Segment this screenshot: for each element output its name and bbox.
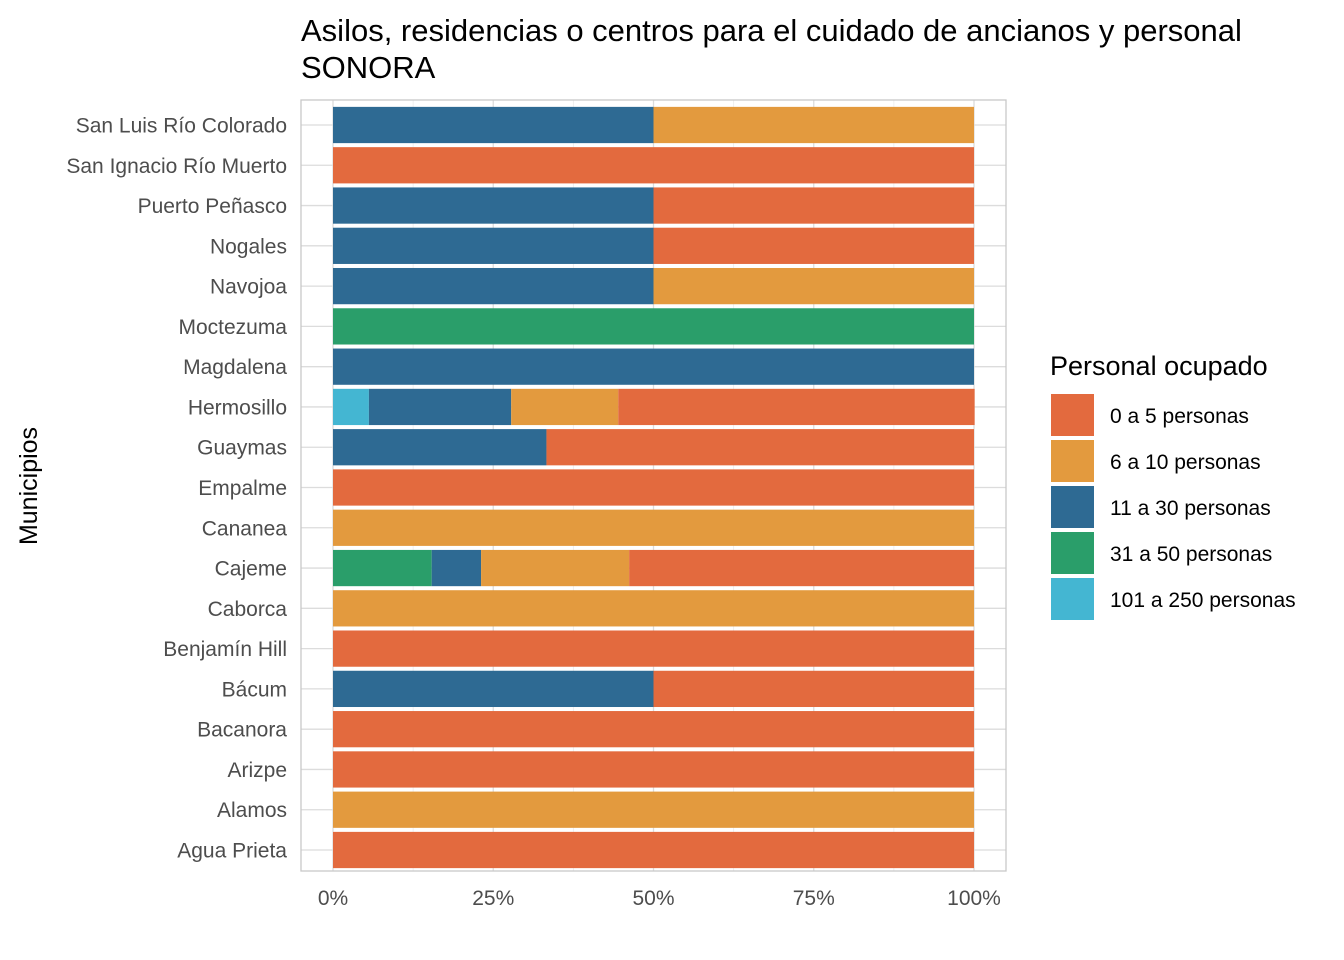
y-tick-label: Alamos	[217, 799, 287, 822]
legend-label: 31 a 50 personas	[1110, 543, 1272, 566]
y-tick-label: Bacanora	[197, 719, 287, 742]
legend-label: 11 a 30 personas	[1110, 497, 1271, 520]
y-tick-label: Guaymas	[197, 437, 287, 460]
y-tick-label: Cajeme	[215, 558, 287, 581]
bar-segment	[333, 469, 974, 506]
y-tick-label: Cananea	[202, 517, 288, 540]
bar-segment	[333, 670, 654, 708]
bar-segment	[333, 106, 654, 144]
legend-swatch	[1051, 486, 1094, 528]
x-tick-label: 25%	[472, 887, 514, 910]
legend-title: Personal ocupado	[1050, 351, 1268, 381]
y-tick-label: Magdalena	[183, 356, 287, 379]
bar-segment	[333, 711, 974, 748]
bar-segment	[653, 267, 974, 305]
bar-segment	[333, 549, 432, 587]
bar-segment	[481, 549, 630, 587]
legend-swatch	[1051, 532, 1094, 574]
y-tick-label: Navojoa	[210, 276, 287, 299]
plot-panel-border	[300, 99, 1007, 872]
bar-segment	[333, 227, 654, 264]
bar-segment	[333, 147, 974, 184]
bar-segment	[333, 590, 974, 627]
bar-segment	[653, 670, 974, 708]
y-tick-label: Agua Prieta	[177, 840, 287, 863]
y-tick-label: Benjamín Hill	[163, 638, 287, 661]
bar-segment	[618, 388, 975, 426]
bar-segment	[333, 791, 974, 828]
x-tick-label: 100%	[947, 887, 1001, 910]
legend-label: 101 a 250 personas	[1110, 589, 1296, 612]
y-axis-title: Municipios	[15, 427, 43, 545]
bars-group	[333, 106, 975, 869]
y-tick-label: Empalme	[198, 477, 287, 500]
y-tick-label: San Ignacio Río Muerto	[66, 155, 287, 178]
bar-segment	[653, 227, 974, 264]
x-tick-labels: 0% 25% 50% 75% 100%	[318, 887, 1001, 910]
bar-segment	[368, 388, 512, 426]
y-tick-label: Caborca	[208, 598, 288, 621]
bar-segment	[653, 106, 974, 144]
legend-label: 0 a 5 personas	[1110, 405, 1249, 428]
y-tick-label: Bácum	[222, 678, 287, 701]
x-tick-label: 75%	[793, 887, 835, 910]
y-tick-label: Hermosillo	[188, 396, 287, 419]
y-tick-label: Arizpe	[227, 759, 287, 782]
chart-title: Asilos, residencias o centros para el cu…	[301, 13, 1242, 48]
bar-segment	[333, 187, 654, 224]
bar-segment	[333, 429, 547, 466]
y-tick-labels: San Luis Río Colorado San Ignacio Río Mue…	[66, 115, 287, 863]
y-tick-label: Puerto Peñasco	[138, 195, 287, 218]
y-tick-label: San Luis Río Colorado	[76, 115, 287, 138]
bar-segment	[333, 831, 974, 869]
y-tick-label: Nogales	[210, 235, 287, 258]
bar-segment	[333, 267, 654, 305]
x-tick-label: 0%	[318, 887, 348, 910]
bar-segment	[511, 388, 619, 426]
legend-swatch	[1051, 578, 1094, 620]
bar-segment	[546, 429, 974, 466]
bar-segment	[629, 549, 974, 587]
legend-swatch	[1051, 394, 1094, 436]
bar-segment	[431, 549, 482, 587]
bar-segment	[333, 509, 974, 546]
chart-subtitle: SONORA	[301, 50, 436, 85]
y-tick-label: Moctezuma	[178, 316, 287, 339]
bar-segment	[333, 388, 369, 426]
legend: 0 a 5 personas 6 a 10 personas 11 a 30 per…	[1051, 394, 1296, 620]
bar-segment	[333, 751, 974, 788]
legend-swatch	[1051, 440, 1094, 482]
bar-segment	[333, 348, 974, 385]
legend-label: 6 a 10 personas	[1110, 451, 1261, 474]
bar-segment	[653, 187, 974, 224]
bar-segment	[333, 630, 974, 667]
x-tick-label: 50%	[632, 887, 674, 910]
bar-segment	[333, 308, 974, 345]
